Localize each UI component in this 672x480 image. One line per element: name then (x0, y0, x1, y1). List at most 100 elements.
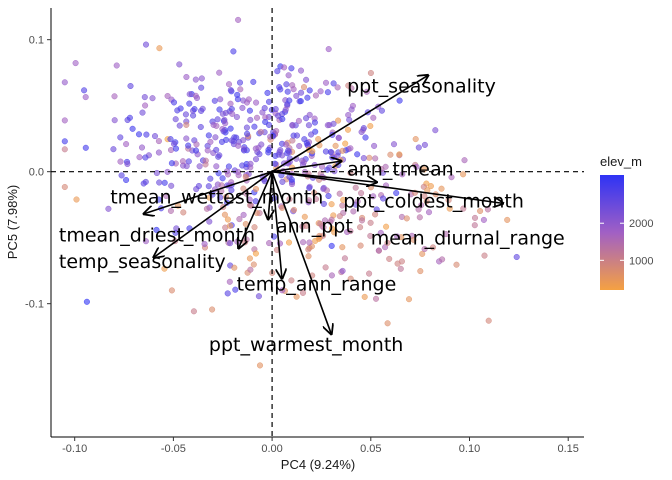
scatter-point (251, 224, 258, 231)
legend-ticks: 1000 2000 (600, 218, 653, 267)
scatter-point (339, 147, 346, 154)
scatter-point (217, 194, 224, 201)
vector-labels: ppt_seasonality ann_tmean ppt_coldest_mont… (59, 76, 565, 357)
scatter-point (167, 136, 174, 143)
scatter-point (309, 148, 316, 155)
scatter-point (330, 80, 337, 87)
scatter-point (191, 106, 198, 113)
scatter-point (283, 81, 290, 88)
scatter-point (255, 293, 262, 300)
scatter-point (142, 238, 149, 245)
scatter-point (347, 145, 354, 152)
scatter-point (247, 160, 254, 167)
scatter-point (421, 141, 428, 148)
legend-tick-label: 1000 (629, 255, 653, 267)
scatter-point (390, 141, 398, 148)
scatter-point (421, 245, 428, 253)
legend-title: elev_m (600, 154, 642, 169)
scatter-point (240, 147, 248, 154)
scatter-point (342, 140, 349, 147)
vector-label-temp-seasonality: temp_seasonality (59, 251, 226, 273)
scatter-point (311, 189, 318, 197)
scatter-point (306, 239, 313, 246)
vector-ppt-seasonality (271, 75, 428, 173)
scatter-point (127, 82, 134, 90)
scatter-point (367, 219, 374, 226)
scatter-point (117, 134, 124, 141)
scatter-point (123, 141, 130, 148)
scatter-point (195, 182, 202, 190)
scatter-point (285, 147, 292, 154)
scatter-point (335, 134, 342, 141)
scatter-point (73, 196, 80, 203)
scatter-point (168, 287, 175, 294)
scatter-point (264, 89, 271, 96)
scatter-point (352, 184, 359, 191)
scatter-point (105, 205, 112, 212)
vector-ann-ppt (268, 171, 272, 220)
scatter-point (282, 141, 289, 148)
scatter-point (235, 16, 242, 23)
scatter-point (299, 289, 307, 296)
scatter-point (297, 67, 305, 74)
scatter-point (61, 183, 68, 191)
scatter-point (366, 270, 373, 277)
scatter-point (320, 185, 327, 192)
scatter-point (207, 175, 214, 182)
scatter-point (275, 151, 282, 158)
scatter-point (290, 206, 298, 213)
scatter-point (325, 46, 332, 53)
scatter-point (439, 256, 446, 263)
scatter-point (234, 168, 242, 175)
scatter-point (304, 94, 311, 101)
scatter-point (363, 88, 370, 95)
scatter-point (135, 131, 143, 138)
scatter-point (149, 95, 156, 102)
scatter-point (262, 118, 269, 126)
scatter-point (326, 164, 333, 171)
scatter-point (311, 119, 318, 126)
scatter-point (212, 134, 219, 141)
scatter-point (228, 137, 235, 144)
scatter-point (504, 216, 511, 223)
scatter-point (163, 192, 170, 200)
scatter-point (161, 265, 168, 272)
scatter-point (358, 190, 365, 197)
scatter-point (156, 179, 163, 186)
scatter-point (219, 175, 226, 182)
scatter-point (261, 105, 268, 112)
scatter-point (170, 99, 178, 106)
scatter-point (405, 296, 413, 303)
scatter-point (438, 185, 445, 192)
scatter-point (233, 113, 240, 121)
vector-label-ppt-seasonality: ppt_seasonality (347, 76, 496, 98)
scatter-point (252, 145, 259, 152)
scatter-point (183, 163, 190, 170)
scatter-point (347, 228, 354, 235)
scatter-point (336, 190, 343, 197)
vector-temp-seasonality (154, 171, 273, 258)
scatter-point (205, 183, 212, 190)
scatter-point (332, 142, 339, 149)
scatter-point (185, 142, 192, 149)
scatter-point (322, 79, 330, 86)
scatter-point (303, 222, 310, 229)
scatter-point (246, 255, 253, 262)
scatter-point (345, 82, 352, 89)
scatter-point (193, 141, 200, 148)
scatter-point (271, 160, 278, 167)
scatter-point (350, 208, 357, 215)
scatter-point (427, 183, 434, 190)
scatter-point (328, 225, 336, 232)
scatter-point (151, 133, 159, 140)
scatter-point (423, 198, 430, 205)
scatter-point (288, 65, 295, 72)
scatter-point (81, 87, 88, 94)
scatter-point (111, 117, 118, 124)
scatter-point (206, 218, 213, 225)
loading-vectors (144, 75, 503, 334)
scatter-point (244, 130, 251, 137)
scatter-point (204, 147, 211, 154)
scatter-point (256, 362, 264, 369)
scatter-point (273, 127, 280, 135)
